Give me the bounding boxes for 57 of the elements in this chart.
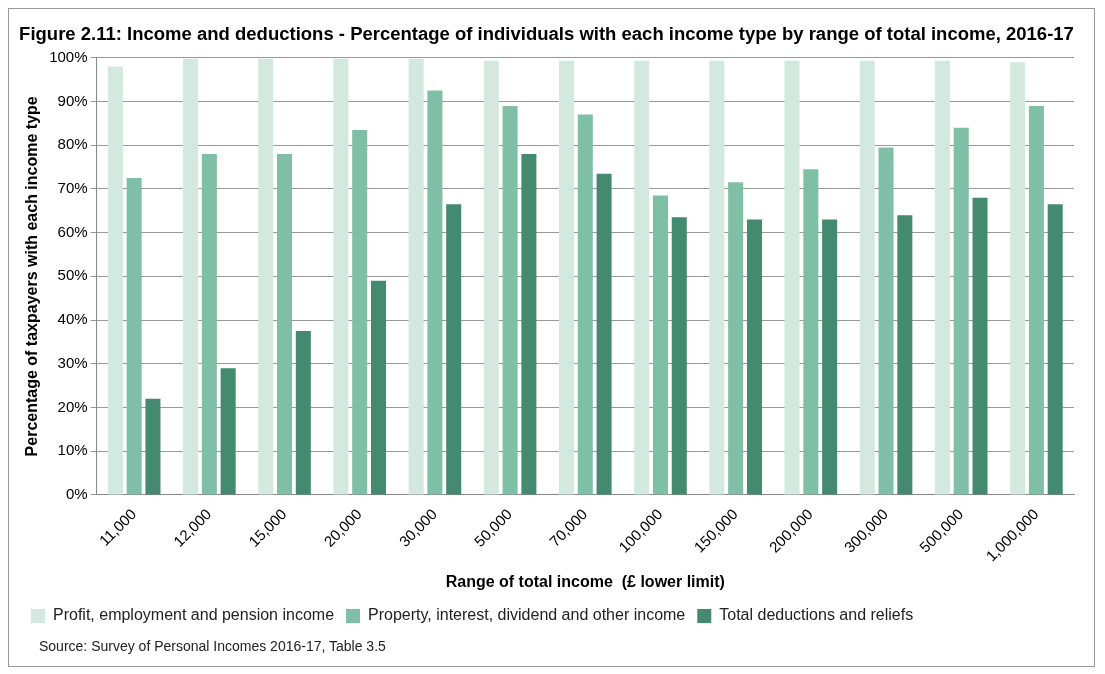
bar — [652, 195, 668, 495]
bar — [126, 178, 142, 495]
bar — [408, 58, 424, 495]
chart-title: Figure 2.11: Income and deductions - Percentage of individuals with each income type by range of total income, 2016-17 — [19, 22, 1074, 44]
y-tick-label: 90% — [57, 91, 88, 109]
bar — [258, 58, 274, 495]
bar — [521, 153, 537, 495]
bar — [934, 60, 950, 495]
legend-label: Profit, employment and pension income — [53, 606, 335, 624]
bar — [784, 60, 800, 495]
y-axis-title: Percentage of taxpayers with each income type — [23, 96, 41, 457]
bar — [371, 280, 387, 495]
bar — [878, 147, 894, 495]
bar — [634, 60, 650, 495]
bar — [183, 58, 199, 495]
y-tick-label: 50% — [57, 266, 88, 284]
bar — [596, 173, 612, 495]
bar — [746, 219, 762, 495]
bar — [1047, 204, 1063, 495]
bar — [803, 169, 819, 495]
source-note: Source: Survey of Personal Incomes 2016-17, Table 3.5 — [38, 637, 387, 656]
y-tick-label: 70% — [57, 179, 88, 197]
bar — [859, 60, 875, 495]
bar — [671, 217, 687, 495]
y-tick-label: 10% — [57, 441, 88, 459]
bar — [483, 60, 499, 495]
bar — [107, 66, 123, 495]
bar — [277, 153, 293, 495]
y-tick-label: 40% — [57, 310, 88, 328]
y-tick-label: 80% — [57, 135, 88, 153]
bar — [352, 129, 368, 495]
bar — [822, 219, 838, 495]
bar — [558, 60, 574, 495]
bar — [145, 398, 161, 495]
bar — [446, 204, 462, 495]
bar — [220, 368, 236, 495]
bar — [427, 90, 443, 495]
bar — [333, 58, 349, 495]
y-tick-label: 60% — [57, 222, 88, 240]
bar — [972, 197, 988, 495]
legend-label: Property, interest, dividend and other income — [368, 606, 686, 624]
legend-label: Total deductions and reliefs — [719, 606, 914, 624]
y-tick-label: 20% — [57, 397, 88, 415]
bar — [897, 215, 913, 495]
y-tick-label: 100% — [49, 47, 88, 65]
y-tick-label: 0% — [65, 485, 88, 503]
bar — [295, 330, 311, 495]
bar — [709, 60, 725, 495]
bar — [502, 105, 518, 495]
bar — [953, 127, 969, 495]
y-tick-label: 30% — [57, 353, 88, 371]
bar — [1028, 105, 1044, 495]
bar — [728, 182, 744, 495]
x-axis-title: Range of total income (£ lower limit) — [445, 572, 725, 590]
bar — [201, 153, 217, 495]
bar — [577, 114, 593, 495]
bar — [1010, 62, 1026, 495]
